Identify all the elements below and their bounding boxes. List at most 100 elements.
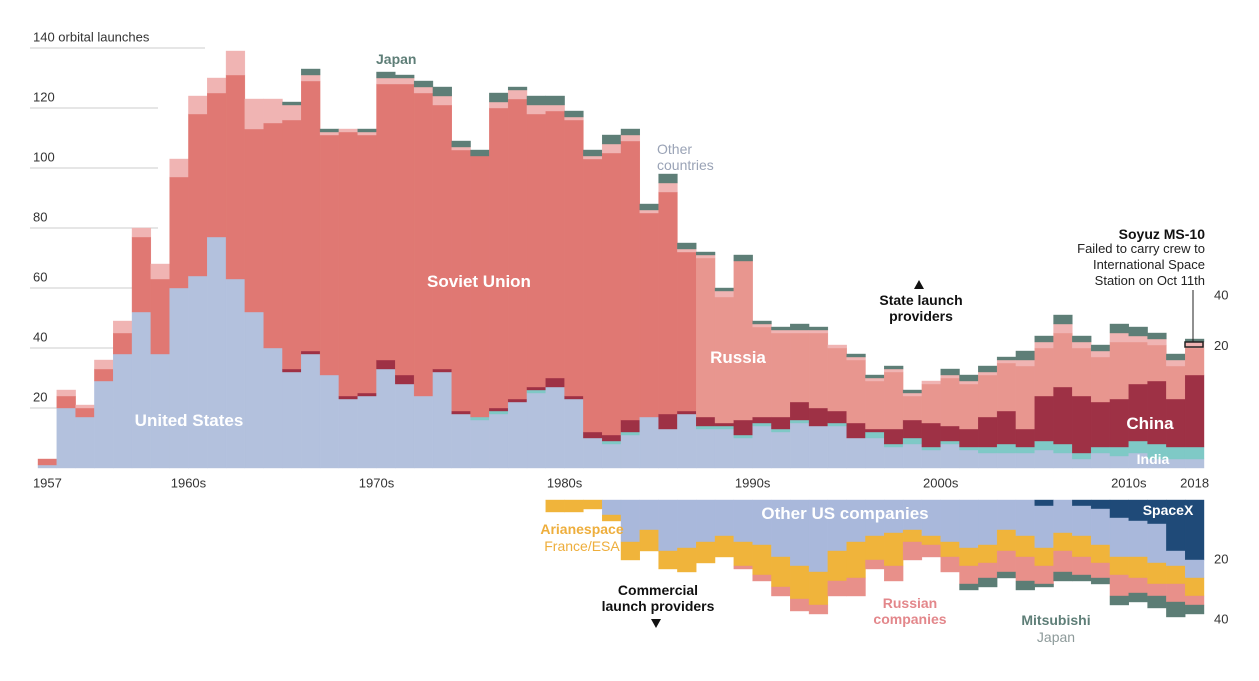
bar-segment bbox=[1184, 604, 1205, 615]
bar-segment bbox=[1034, 341, 1054, 349]
bar-segment bbox=[601, 499, 622, 516]
bar-segment bbox=[1184, 559, 1205, 579]
bar-segment bbox=[696, 254, 716, 259]
annotation: France/ESA bbox=[544, 538, 620, 554]
bar-segment bbox=[752, 544, 772, 576]
bar-segment bbox=[1109, 574, 1129, 597]
bar-segment bbox=[996, 452, 1017, 469]
bar-segment bbox=[526, 389, 546, 394]
y2-tick-label: 20 bbox=[1214, 338, 1228, 353]
bar-segment bbox=[169, 158, 189, 178]
bar-segment bbox=[432, 95, 452, 106]
bar-segment bbox=[639, 209, 659, 214]
bar-segment bbox=[113, 353, 133, 469]
bar-segment bbox=[150, 278, 170, 355]
bar-segment bbox=[884, 443, 904, 448]
down-arrow bbox=[651, 619, 661, 628]
bar-segment bbox=[395, 374, 415, 385]
bar-segment bbox=[1128, 326, 1148, 337]
bar-segment bbox=[978, 374, 998, 418]
x-tick-label: 1980s bbox=[547, 475, 583, 490]
bar-segment bbox=[865, 559, 885, 570]
bar-segment bbox=[1015, 446, 1035, 454]
bar-segment bbox=[1053, 323, 1073, 334]
bar-segment bbox=[1166, 550, 1186, 567]
series-label: Russian companies bbox=[873, 595, 947, 627]
bar-segment bbox=[940, 499, 960, 543]
bar-segment bbox=[1034, 335, 1054, 343]
bar-segment bbox=[978, 446, 998, 454]
bar-segment bbox=[1072, 499, 1092, 507]
bar-segment bbox=[564, 116, 584, 121]
bar-segment bbox=[1090, 401, 1111, 448]
x-tick-label: 1990s bbox=[735, 475, 771, 490]
bar-segment bbox=[1053, 571, 1073, 582]
bar-segment bbox=[959, 374, 979, 382]
bar-segment bbox=[921, 380, 941, 385]
series-label: Other US companies bbox=[761, 504, 929, 523]
bar-segment bbox=[714, 425, 735, 430]
bar-segment bbox=[507, 98, 528, 400]
y-tick-label: 60 bbox=[33, 269, 47, 284]
bar-segment bbox=[827, 422, 847, 427]
bar-segment bbox=[1015, 499, 1035, 537]
bar-segment bbox=[1072, 535, 1092, 558]
bar-segment bbox=[207, 92, 227, 238]
bar-segment bbox=[733, 541, 753, 567]
annotation: Failed to carry crew to International Sp… bbox=[1077, 241, 1205, 288]
bar-segment bbox=[1109, 455, 1129, 469]
bar-segment bbox=[752, 422, 772, 427]
bar-segment bbox=[996, 359, 1017, 364]
bar-segment bbox=[808, 425, 829, 469]
bar-segment bbox=[188, 95, 208, 115]
bar-segment bbox=[507, 89, 528, 100]
bar-segment bbox=[959, 565, 979, 585]
bar-segment bbox=[677, 248, 697, 253]
bar-segment bbox=[658, 428, 678, 469]
bar-segment bbox=[301, 68, 321, 76]
bar-segment bbox=[733, 260, 753, 421]
x-tick-label: 2000s bbox=[923, 475, 959, 490]
bar-segment bbox=[545, 110, 565, 379]
bar-segment bbox=[620, 419, 641, 433]
bar-segment bbox=[677, 547, 697, 573]
series-label: SpaceX bbox=[1142, 502, 1194, 518]
bar-segment bbox=[225, 278, 246, 469]
bar-segment bbox=[790, 401, 810, 421]
bar-segment bbox=[658, 550, 678, 570]
bar-segment bbox=[996, 529, 1017, 552]
bar-segment bbox=[545, 104, 565, 112]
bar-segment bbox=[1166, 601, 1186, 618]
bar-segment bbox=[583, 431, 603, 439]
bar-segment bbox=[1184, 458, 1205, 469]
bar-segment bbox=[921, 422, 941, 448]
bar-segment bbox=[771, 326, 791, 331]
series-label: Arianespace bbox=[540, 521, 624, 537]
annotation: State launch providers bbox=[879, 292, 963, 324]
x-tick-label: 1960s bbox=[171, 475, 207, 490]
bar-segment bbox=[696, 257, 716, 418]
bar-segment bbox=[1109, 332, 1129, 343]
x-tick-label: 1970s bbox=[359, 475, 395, 490]
bar-segment bbox=[489, 410, 509, 415]
bar-segment bbox=[865, 374, 885, 379]
bar-segment bbox=[1034, 440, 1054, 451]
bar-segment bbox=[1147, 344, 1167, 382]
bar-segment bbox=[808, 407, 829, 427]
bar-segment bbox=[489, 413, 509, 469]
bar-segment bbox=[921, 535, 941, 546]
series-label: China bbox=[1126, 414, 1174, 433]
bar-segment bbox=[902, 419, 923, 439]
bar-segment bbox=[526, 95, 546, 106]
bar-segment bbox=[1072, 395, 1092, 454]
bar-segment bbox=[940, 368, 960, 376]
bar-segment bbox=[996, 443, 1017, 454]
bar-segment bbox=[1072, 574, 1092, 582]
bar-segment bbox=[677, 410, 697, 415]
x-tick-label: 2010s bbox=[1111, 475, 1147, 490]
bar-segment bbox=[1034, 547, 1054, 567]
bar-segment bbox=[620, 128, 641, 136]
bar-segment bbox=[37, 464, 58, 469]
bar-segment bbox=[940, 443, 960, 469]
